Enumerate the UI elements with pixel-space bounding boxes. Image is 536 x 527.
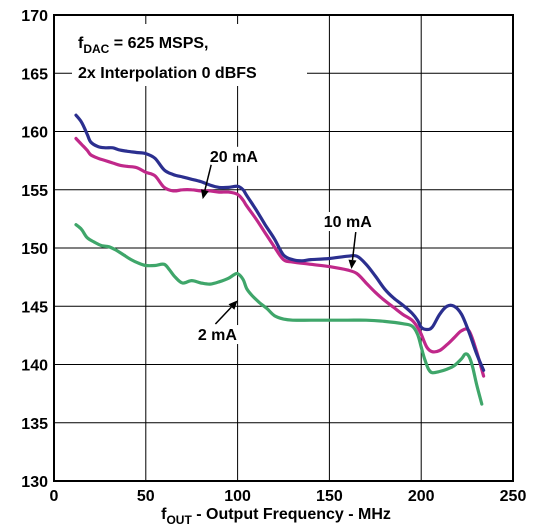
- y-tick-label: 160: [21, 125, 48, 142]
- series-line-10-ma: [74, 136, 486, 378]
- x-tick-label: 200: [408, 488, 435, 505]
- x-tick-label: 250: [500, 488, 527, 505]
- plot-frame: [53, 14, 514, 482]
- annotation-f: f: [78, 35, 84, 52]
- y-tick-label: 150: [21, 241, 48, 258]
- x-tick-label: 100: [224, 488, 251, 505]
- y-tick-label: 145: [21, 299, 48, 316]
- annotation-rest: = 625 MSPS,: [109, 35, 208, 52]
- x-ticks: 0 50 100 150 200 250: [50, 488, 527, 505]
- label-arrow-head-1: [348, 259, 357, 269]
- y-tick-label: 140: [21, 358, 48, 375]
- y-tick-label: 130: [21, 474, 48, 491]
- label-arrow-head-2: [228, 300, 238, 310]
- label-arrow-line-0: [204, 164, 212, 191]
- y-ticks: 130 135 140 145 150 155 160 165 170: [21, 8, 48, 491]
- x-tick-label: 150: [316, 488, 343, 505]
- y-tick-label: 165: [21, 66, 48, 83]
- y-tick-label: 155: [21, 183, 48, 200]
- plot-series: [74, 113, 486, 406]
- series-label-1: 10 mA: [324, 214, 372, 231]
- series-label-bg-0: [207, 146, 261, 166]
- annotation-line-2: 2x Interpolation 0 dBFS: [78, 65, 257, 82]
- x-tick-label: 50: [137, 488, 155, 505]
- x-axis-label-rest: - Output Frequency - MHz: [192, 506, 391, 523]
- annotation-line-1: fDAC = 625 MSPS,: [78, 35, 209, 56]
- grid: [53, 14, 514, 482]
- annotation-box-bg: [72, 24, 307, 86]
- x-axis-label-f: f: [161, 506, 167, 523]
- x-axis-label: fOUT - Output Frequency - MHz: [161, 506, 391, 527]
- series-line-20-ma: [74, 113, 486, 372]
- y-tick-label: 135: [21, 416, 48, 433]
- label-arrow-head-0: [200, 189, 209, 200]
- x-axis-label-sub: OUT: [166, 513, 192, 527]
- series-label-0: 20 mA: [210, 149, 258, 166]
- series-labels: 20 mA 10 mA 2 mA: [195, 146, 375, 345]
- y-tick-label: 170: [21, 8, 48, 25]
- annotation-sub: DAC: [83, 42, 109, 56]
- series-label-2: 2 mA: [198, 327, 238, 344]
- series-label-bg-2: [195, 325, 240, 345]
- series-line-2-ma: [74, 223, 484, 406]
- series-label-bg-1: [321, 212, 375, 232]
- label-arrow-line-2: [214, 306, 232, 325]
- label-arrow-line-1: [351, 231, 357, 261]
- x-tick-label: 0: [50, 488, 59, 505]
